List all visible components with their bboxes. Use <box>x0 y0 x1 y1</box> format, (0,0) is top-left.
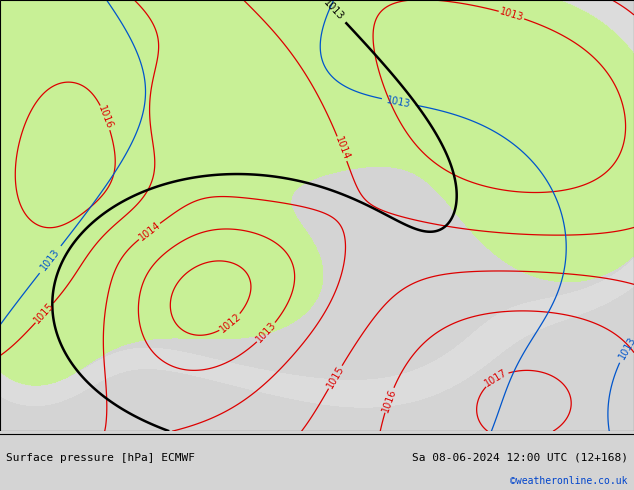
Text: 1016: 1016 <box>380 387 398 414</box>
Text: 1014: 1014 <box>333 135 351 162</box>
Text: Surface pressure [hPa] ECMWF: Surface pressure [hPa] ECMWF <box>6 453 195 463</box>
Text: 1015: 1015 <box>325 364 346 390</box>
Text: 1015: 1015 <box>32 300 56 325</box>
Text: 1017: 1017 <box>483 368 510 389</box>
Text: 1013: 1013 <box>617 334 634 361</box>
Text: 1013: 1013 <box>386 95 412 109</box>
Text: ©weatheronline.co.uk: ©weatheronline.co.uk <box>510 476 628 486</box>
Text: 1013: 1013 <box>321 0 346 22</box>
Text: 1016: 1016 <box>96 104 115 131</box>
Text: 1013: 1013 <box>498 6 525 23</box>
Text: 1013: 1013 <box>39 247 61 272</box>
Text: Sa 08-06-2024 12:00 UTC (12+168): Sa 08-06-2024 12:00 UTC (12+168) <box>411 453 628 463</box>
Text: 1013: 1013 <box>254 320 278 345</box>
Text: 1012: 1012 <box>217 311 243 335</box>
Text: 1014: 1014 <box>136 220 162 243</box>
